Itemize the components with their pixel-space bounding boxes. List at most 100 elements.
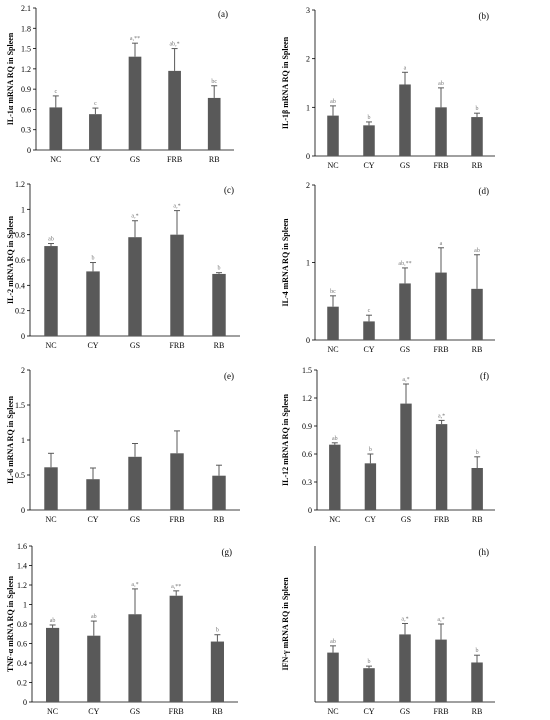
category-label: RB <box>472 345 483 354</box>
category-label: GS <box>400 161 410 170</box>
category-label: GS <box>401 515 411 524</box>
chart-panel-b: 0 1 2 3 IL-1β mRNA RQ in Spleen (b) ab NC b CY a GS… <box>275 0 550 180</box>
y-axis-label: IL-1α mRNA RQ in Spleen <box>6 32 15 125</box>
significance-label: c <box>94 101 97 107</box>
chart-panel-g: 0 0.2 0.4 0.6 0.8 1 1.2 1.4 1.6 TNF-α mRNA RQ in … <box>0 540 275 720</box>
y-tick-label: 0.3 <box>21 126 31 135</box>
category-label: FRB <box>169 515 184 524</box>
significance-label: c <box>54 89 57 95</box>
bar <box>399 84 411 156</box>
bar <box>399 634 411 702</box>
y-tick-label: 3 <box>306 6 310 15</box>
y-tick-label: 1 <box>23 601 27 610</box>
category-label: FRB <box>169 341 184 350</box>
significance-label: b <box>368 659 371 665</box>
y-tick-label: 1 <box>306 259 310 268</box>
bar <box>363 321 375 340</box>
bar <box>86 271 100 336</box>
category-label: CY <box>88 707 99 716</box>
y-axis-label: IL-1β mRNA RQ in Spleen <box>281 36 290 129</box>
category-label: NC <box>327 161 338 170</box>
category-label: RB <box>212 707 223 716</box>
category-label: GS <box>130 515 140 524</box>
bar <box>212 475 226 510</box>
bar <box>170 234 184 336</box>
category-label: CY <box>87 341 98 350</box>
bar <box>168 70 181 150</box>
category-label: GS <box>130 155 140 164</box>
y-tick-label: 0 <box>27 146 31 155</box>
panel-label: (c) <box>224 185 234 195</box>
y-tick-label: 0.2 <box>17 679 27 688</box>
significance-label: ab <box>50 618 56 624</box>
category-label: CY <box>87 515 98 524</box>
significance-label: ab <box>438 81 444 87</box>
bar <box>327 306 339 340</box>
significance-label: a,* <box>131 582 138 588</box>
bar <box>471 468 483 510</box>
y-tick-label: 0.9 <box>21 85 31 94</box>
y-tick-label: 0 <box>21 506 25 515</box>
category-label: CY <box>363 345 374 354</box>
panel-label: (h) <box>479 547 490 557</box>
bar <box>210 641 224 702</box>
y-tick-label: 1 <box>21 205 25 214</box>
significance-label: a,* <box>401 616 408 622</box>
significance-label: a <box>404 65 407 71</box>
y-tick-label: 1 <box>306 103 310 112</box>
bar <box>89 114 102 150</box>
category-label: CY <box>363 161 374 170</box>
y-tick-label: 2 <box>306 55 310 64</box>
chart-panel-h: IFN-γ mRNA RQ in Spleen (h) ab NC b CY a,* GS a,… <box>275 540 550 720</box>
category-label: CY <box>365 515 376 524</box>
y-tick-label: 0.2 <box>15 307 25 316</box>
significance-label: ab <box>332 436 338 442</box>
chart-panel-f: 0 0.3 0.6 0.9 1.2 1.5 IL-12 mRNA RQ in Spleen (… <box>275 360 550 540</box>
y-tick-label: 1.2 <box>15 180 25 189</box>
chart-svg: 0 0.5 1 1.5 2 IL-6 mRNA RQ in Spleen (e) NC CY GS… <box>6 366 240 524</box>
y-tick-label: 1.2 <box>302 394 312 403</box>
category-label: RB <box>209 155 220 164</box>
y-tick-label: 1.2 <box>21 65 31 74</box>
category-label: FRB <box>433 707 448 716</box>
y-tick-label: 1.2 <box>17 581 27 590</box>
bar <box>399 283 411 340</box>
significance-label: b <box>476 450 479 456</box>
significance-label: a,* <box>402 377 409 383</box>
bar <box>327 652 339 702</box>
significance-label: a,** <box>130 36 140 42</box>
chart-svg: IFN-γ mRNA RQ in Spleen (h) ab NC b CY a,* GS a,… <box>281 546 495 716</box>
bar <box>363 125 375 156</box>
panel-label: (b) <box>479 11 490 21</box>
significance-label: ab,* <box>170 42 180 48</box>
chart-svg: 0 1 2 3 IL-1β mRNA RQ in Spleen (b) ab NC b CY a GS… <box>281 6 495 170</box>
y-tick-label: 2.1 <box>21 4 31 13</box>
category-label: FRB <box>433 161 448 170</box>
chart-svg: 0 1 2 IL-4 mRNA RQ in Spleen (d) bc NC c CY ab,**… <box>281 181 495 354</box>
chart-panel-c: 0 0.2 0.4 0.6 0.8 1 1.2 IL-2 mRNA RQ in Spleen (… <box>0 180 275 360</box>
panel-label: (e) <box>224 371 234 381</box>
significance-label: b <box>476 648 479 654</box>
y-tick-label: 1 <box>21 436 25 445</box>
category-label: CY <box>90 155 101 164</box>
y-axis-label: IL-12 mRNA RQ in Spleen <box>281 393 290 486</box>
bar <box>400 403 412 510</box>
y-tick-label: 0 <box>306 152 310 161</box>
category-label: FRB <box>433 345 448 354</box>
significance-label: b <box>476 106 479 112</box>
y-tick-label: 0.8 <box>17 620 27 629</box>
y-tick-label: 2 <box>21 366 25 375</box>
bar <box>435 272 447 340</box>
y-tick-label: 0.5 <box>15 471 25 480</box>
bar <box>46 627 60 702</box>
bar <box>471 662 483 702</box>
y-tick-label: 2 <box>306 181 310 190</box>
y-tick-label: 1.8 <box>21 24 31 33</box>
y-tick-label: 0.3 <box>302 478 312 487</box>
bar <box>44 246 58 336</box>
category-label: RB <box>472 515 483 524</box>
bar <box>86 479 100 510</box>
y-tick-label: 0 <box>21 332 25 341</box>
y-axis-label: IL-2 mRNA RQ in Spleen <box>6 215 15 304</box>
significance-label: ab,** <box>398 261 411 267</box>
